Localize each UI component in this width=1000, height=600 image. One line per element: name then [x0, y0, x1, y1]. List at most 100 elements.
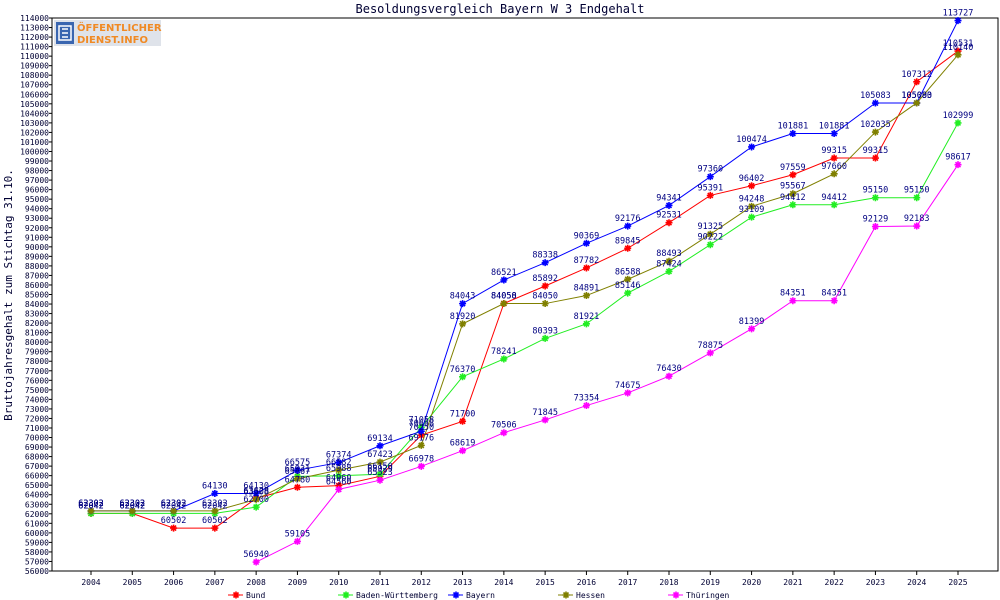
data-label: 76370 [450, 365, 476, 375]
legend-item: Bund [228, 591, 265, 600]
data-label: 66582 [326, 458, 352, 468]
series-line [91, 20, 959, 512]
legend-label: Hessen [576, 591, 605, 600]
data-label: 105090 [901, 91, 932, 101]
data-label: 62042 [202, 501, 228, 511]
data-label: 91325 [697, 222, 723, 232]
data-point-marker [376, 458, 384, 466]
data-point-marker [789, 130, 797, 138]
x-tick-label: 2022 [825, 578, 844, 587]
data-label: 94248 [739, 194, 765, 204]
data-point-marker [665, 219, 673, 227]
data-label: 70658 [408, 419, 434, 429]
y-tick-label: 62000 [25, 510, 49, 519]
data-label: 99315 [821, 146, 847, 156]
y-tick-label: 63000 [25, 500, 49, 509]
y-tick-label: 83000 [25, 310, 49, 319]
data-point-marker [335, 482, 343, 490]
y-tick-label: 84000 [25, 300, 49, 309]
data-point-marker [706, 241, 714, 249]
data-point-marker [541, 416, 549, 424]
x-tick-label: 2013 [453, 578, 472, 587]
data-label: 62302 [119, 499, 145, 509]
data-point-marker [252, 489, 260, 497]
data-point-marker [417, 441, 425, 449]
y-tick-label: 108000 [20, 71, 49, 80]
y-tick-label: 91000 [25, 233, 49, 242]
y-tick-label: 72000 [25, 414, 49, 423]
data-label: 88493 [656, 249, 682, 259]
data-point-marker [913, 222, 921, 230]
data-point-marker [871, 194, 879, 202]
data-label: 94412 [780, 193, 806, 203]
data-label: 92176 [615, 214, 641, 224]
data-label: 97360 [697, 165, 723, 175]
data-point-marker [211, 489, 219, 497]
y-tick-label: 61000 [25, 519, 49, 528]
x-tick-label: 2019 [701, 578, 720, 587]
data-point-marker [624, 275, 632, 283]
data-label: 71058 [408, 415, 434, 425]
data-point-marker [665, 257, 673, 265]
data-label: 90369 [574, 231, 600, 241]
x-tick-label: 2018 [659, 578, 678, 587]
data-label: 65931 [285, 464, 311, 474]
x-tick-label: 2007 [205, 578, 224, 587]
data-point-marker [211, 507, 219, 515]
y-tick-label: 70000 [25, 434, 49, 443]
x-tick-label: 2016 [577, 578, 596, 587]
y-tick-label: 109000 [20, 62, 49, 71]
legend-marker [232, 591, 240, 599]
series-line [91, 54, 959, 512]
data-label: 62042 [78, 501, 104, 511]
y-tick-label: 95000 [25, 195, 49, 204]
data-label: 64560 [326, 477, 352, 487]
data-label: 60502 [202, 516, 228, 526]
data-label: 74675 [615, 381, 641, 391]
x-tick-label: 2024 [907, 578, 926, 587]
data-label: 85892 [532, 274, 558, 284]
data-point-marker [459, 417, 467, 425]
data-point-marker [417, 423, 425, 431]
data-label: 97660 [821, 162, 847, 172]
legend: Bund Baden-Württemberg Bayern Hessen Thüring… [228, 591, 730, 600]
data-label: 65667 [285, 467, 311, 477]
data-point-marker [789, 190, 797, 198]
data-label: 62302 [78, 499, 104, 509]
data-point-marker [706, 191, 714, 199]
legend-item: Bayern [448, 591, 495, 600]
data-label: 62302 [202, 499, 228, 509]
data-label: 71700 [450, 409, 476, 419]
y-tick-label: 69000 [25, 443, 49, 452]
data-point-marker [459, 373, 467, 381]
y-tick-label: 82000 [25, 319, 49, 328]
data-label: 84050 [491, 292, 517, 302]
data-label: 69134 [367, 434, 393, 444]
data-label: 67423 [367, 450, 393, 460]
data-point-marker [128, 507, 136, 515]
data-label: 62302 [161, 499, 187, 509]
y-tick-label: 79000 [25, 348, 49, 357]
data-label: 69176 [408, 433, 434, 443]
data-label: 70506 [491, 421, 517, 431]
data-label: 88338 [532, 251, 558, 261]
data-label: 62700 [243, 495, 269, 505]
data-label: 85146 [615, 281, 641, 291]
data-point-marker [500, 429, 508, 437]
data-label: 90222 [697, 233, 723, 243]
data-point-marker [789, 201, 797, 209]
data-point-marker [748, 182, 756, 190]
data-point-marker [748, 202, 756, 210]
legend-label: Thüringen [686, 591, 730, 600]
data-point-marker [376, 476, 384, 484]
data-label: 107312 [901, 70, 932, 80]
site-logo: ÖFFENTLICHER DIENST.INFO [54, 20, 162, 46]
legend-marker [452, 591, 460, 599]
data-point-marker [748, 213, 756, 221]
y-tick-label: 71000 [25, 424, 49, 433]
data-label: 96402 [739, 174, 765, 184]
data-point-marker [624, 389, 632, 397]
data-point-marker [871, 154, 879, 162]
y-tick-label: 59000 [25, 538, 49, 547]
y-tick-label: 107000 [20, 81, 49, 90]
